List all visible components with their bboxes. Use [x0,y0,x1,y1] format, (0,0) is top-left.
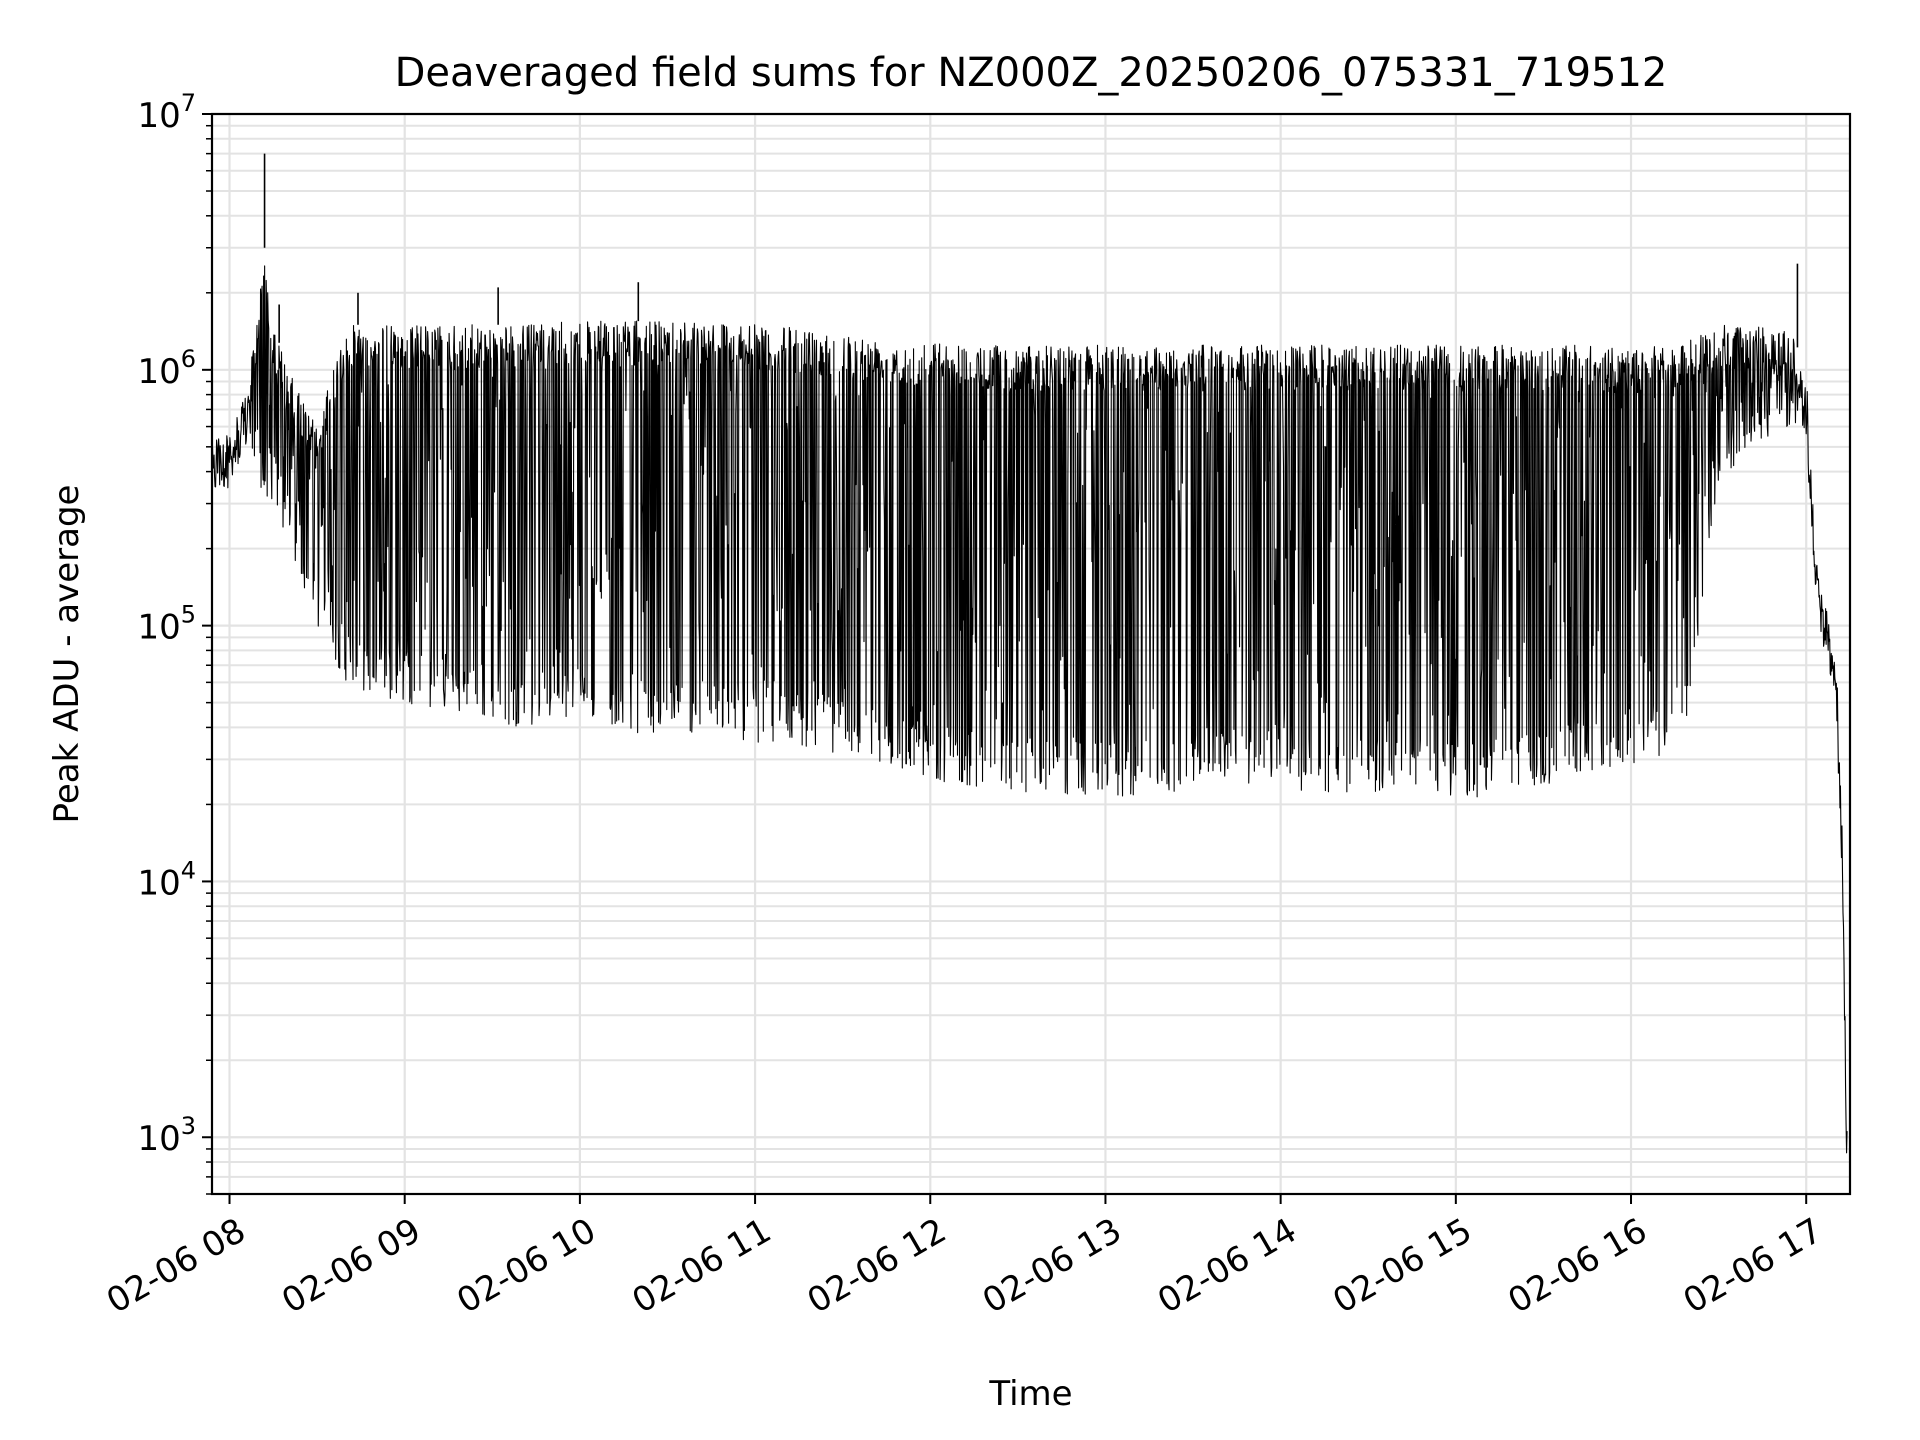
y-tick-label: 106 [137,345,196,392]
plot-area [212,153,1848,1154]
y-tick-label: 103 [137,1112,196,1159]
y-tick-base: 10 [137,1119,180,1159]
y-tick-label: 104 [137,856,196,903]
y-tick-label: 107 [137,89,196,136]
axes-frame [210,112,1852,1196]
y-tick-base: 10 [137,96,180,136]
y-tick-exponent: 4 [181,856,196,884]
y-tick-base: 10 [137,352,180,392]
y-tick-exponent: 3 [181,1112,196,1140]
y-tick-base: 10 [137,863,180,903]
chart-title: Deaveraged field sums for NZ000Z_2025020… [395,50,1668,96]
y-tick-label: 105 [137,601,196,648]
y-tick-exponent: 7 [181,89,196,117]
y-tick-exponent: 6 [181,345,196,373]
y-tick-exponent: 5 [181,601,196,629]
y-axis-label: Peak ADU - average [47,485,87,824]
x-axis-label: Time [988,1374,1072,1414]
series-line [212,265,1848,1154]
y-tick-base: 10 [137,608,180,648]
